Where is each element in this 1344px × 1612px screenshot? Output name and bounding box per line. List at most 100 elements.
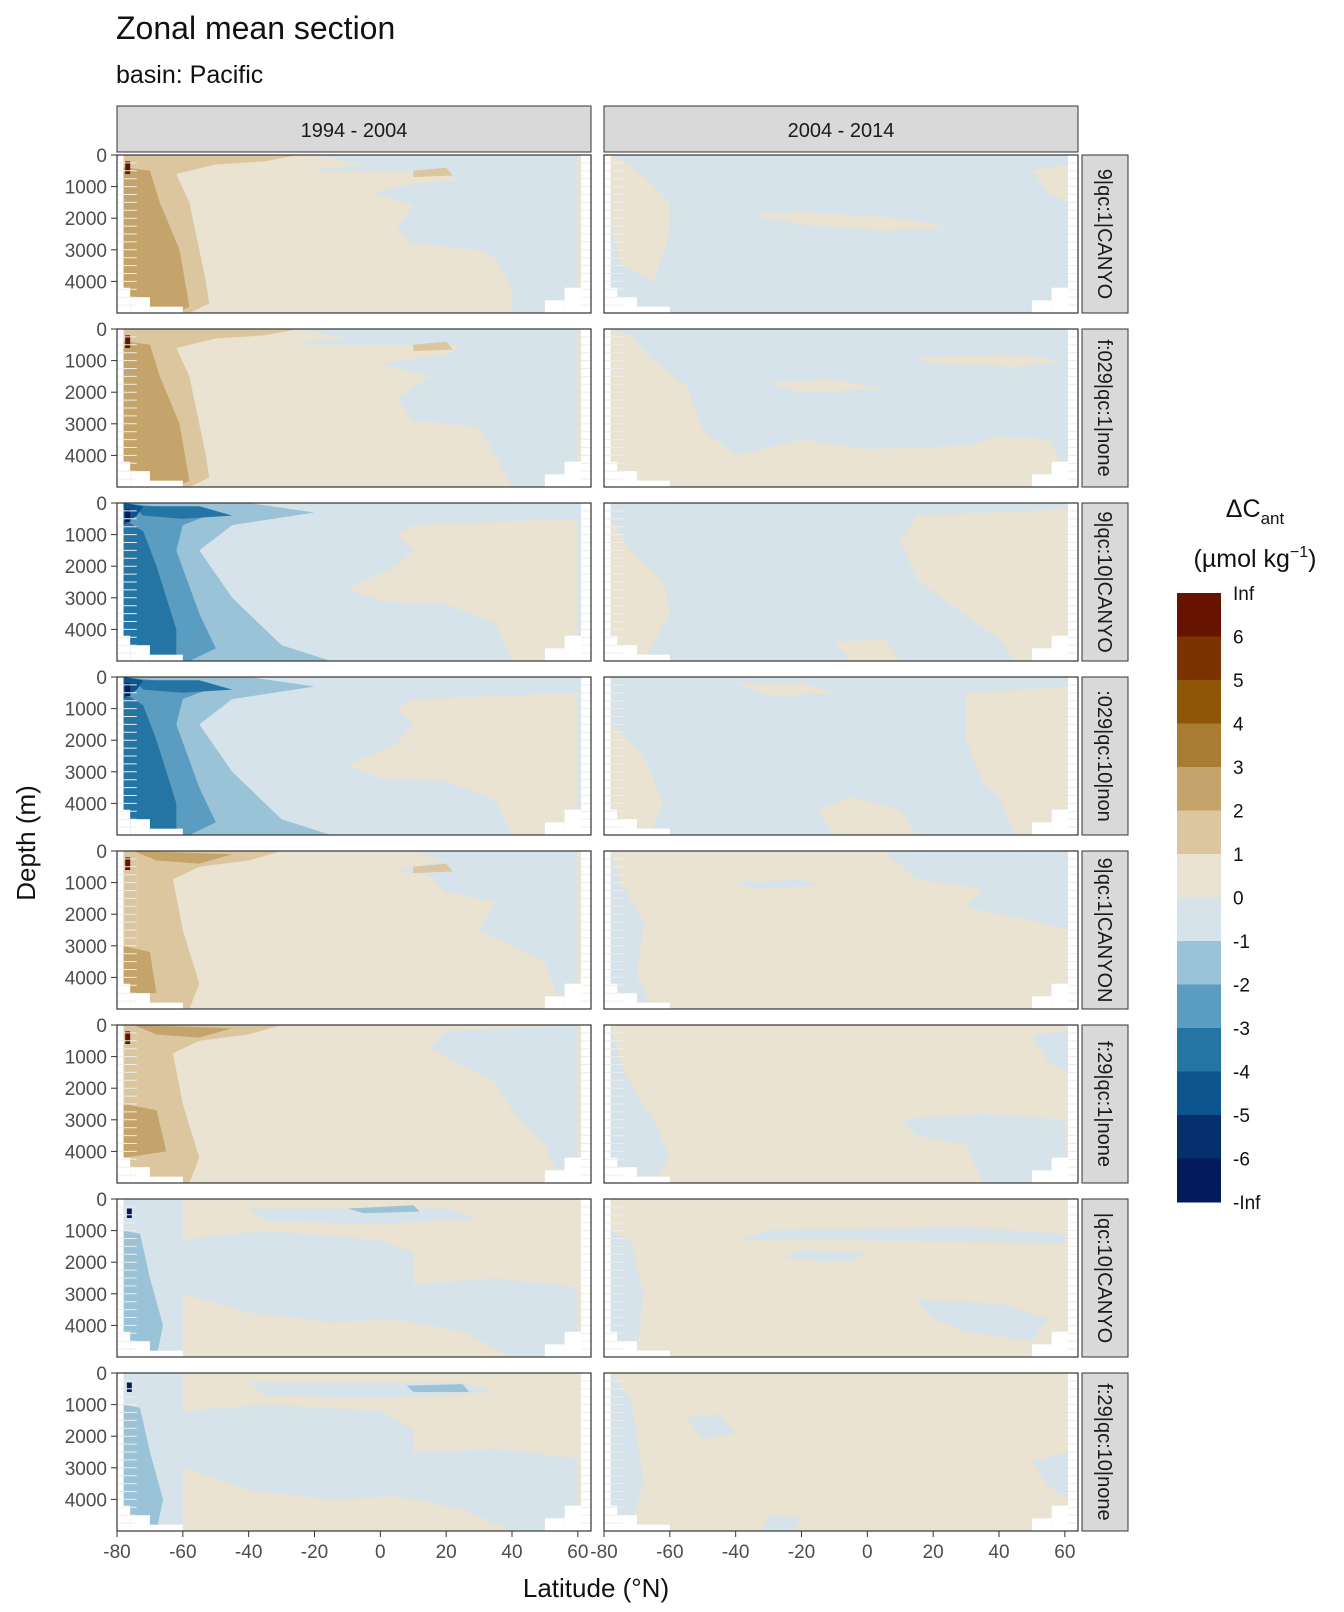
seafloor-mask xyxy=(1031,1518,1052,1531)
seafloor-mask xyxy=(617,645,637,661)
y-tick-label: 4000 xyxy=(65,1490,107,1511)
seafloor-mask xyxy=(130,993,150,1009)
seafloor-mask xyxy=(544,822,565,835)
row-strip-label: f:29|qc:1|none xyxy=(1093,1041,1115,1167)
y-tick-label: 1000 xyxy=(65,526,107,547)
row-strip-label: 9|qc:1|CANYON xyxy=(1093,858,1115,1003)
contour-band xyxy=(133,680,233,693)
y-tick-label: 3000 xyxy=(65,763,107,784)
contour-band xyxy=(1031,164,1069,203)
x-tick-label: -40 xyxy=(722,1542,749,1563)
x-tick-label: 20 xyxy=(436,1542,457,1563)
seafloor-mask xyxy=(130,819,150,835)
y-tick-label: 1000 xyxy=(65,178,107,199)
contour-band xyxy=(762,1515,802,1531)
contour-band xyxy=(347,692,578,835)
seafloor-mask xyxy=(1031,1344,1052,1357)
seafloor-mask xyxy=(130,1515,150,1531)
legend-label: -4 xyxy=(1233,1063,1250,1084)
seafloor-mask xyxy=(117,461,131,487)
legend-label: 6 xyxy=(1233,628,1244,649)
seafloor-mask xyxy=(544,300,565,313)
x-tick-label: 0 xyxy=(375,1542,386,1563)
seafloor-mask xyxy=(117,635,131,661)
contour-band xyxy=(123,1104,167,1158)
seafloor-mask xyxy=(1051,287,1069,313)
seafloor-mask xyxy=(544,1170,565,1183)
facet-panel xyxy=(116,1024,592,1184)
panel-border xyxy=(603,502,1079,662)
facet-panel xyxy=(116,1198,592,1358)
y-tick-label: 0 xyxy=(96,1364,107,1385)
facet-panel xyxy=(603,676,1079,836)
contour-band xyxy=(610,1230,644,1351)
legend-swatch xyxy=(1177,593,1221,637)
contour-band xyxy=(610,518,670,661)
x-tick-label: -20 xyxy=(788,1542,815,1563)
contour-band xyxy=(133,851,233,864)
column-strip-label: 2004 - 2014 xyxy=(788,120,895,142)
row-strip-label: 9|qc:10|CANYO xyxy=(1093,511,1115,653)
panel-border xyxy=(603,850,1079,1010)
legend-label: 2 xyxy=(1233,802,1244,823)
contour-band xyxy=(818,797,917,835)
seafloor-mask xyxy=(1051,1505,1069,1531)
contour-band xyxy=(1031,1452,1069,1500)
legend-label: 3 xyxy=(1233,758,1244,779)
seafloor-mask xyxy=(117,809,131,835)
legend-label: -Inf xyxy=(1233,1193,1261,1214)
contour-band xyxy=(413,341,453,352)
seafloor-mask xyxy=(564,1505,582,1531)
seafloor-mask xyxy=(564,461,582,487)
seafloor-mask xyxy=(1051,1157,1069,1183)
legend-swatch xyxy=(1177,1071,1221,1116)
seafloor-mask xyxy=(117,1157,131,1183)
panel-border xyxy=(116,850,592,1010)
x-tick-label: 40 xyxy=(988,1542,1009,1563)
seafloor-mask xyxy=(617,297,637,313)
contour-band xyxy=(123,851,282,1009)
y-tick-label: 2000 xyxy=(65,383,107,404)
seafloor-mask xyxy=(604,461,618,487)
seafloor-mask xyxy=(1051,983,1069,1009)
seafloor-mask xyxy=(617,1515,637,1531)
contour-band xyxy=(126,1382,132,1392)
facet-panel xyxy=(116,676,592,836)
row-strip-label: :029|qc:10|non xyxy=(1093,690,1115,822)
x-tick-label: -80 xyxy=(103,1542,130,1563)
facet-panel xyxy=(603,1372,1079,1532)
y-tick-label: 1000 xyxy=(65,352,107,373)
facet-panel xyxy=(116,154,592,314)
y-tick-label: 2000 xyxy=(65,1427,107,1448)
seafloor-mask xyxy=(544,648,565,661)
seafloor-mask xyxy=(149,306,183,313)
seafloor-mask xyxy=(1031,822,1052,835)
y-tick-label: 3000 xyxy=(65,415,107,436)
seafloor-mask xyxy=(564,1157,582,1183)
row-strip-label: |qc:10|CANYO xyxy=(1093,1213,1115,1343)
seafloor-mask xyxy=(1031,1170,1052,1183)
row-strip xyxy=(1081,1024,1129,1184)
legend-swatch xyxy=(1177,984,1221,1029)
seafloor-mask xyxy=(130,297,150,313)
contour-band xyxy=(916,354,1065,367)
legend-label: -3 xyxy=(1233,1019,1250,1040)
panel-border xyxy=(116,676,592,836)
x-tick-label: -40 xyxy=(235,1542,262,1563)
y-tick-label: 4000 xyxy=(65,272,107,293)
y-tick-label: 3000 xyxy=(65,937,107,958)
y-tick-label: 4000 xyxy=(65,620,107,641)
legend-swatch xyxy=(1177,941,1221,985)
seafloor-mask xyxy=(1031,300,1052,313)
seafloor-mask xyxy=(149,1350,183,1357)
y-tick-label: 2000 xyxy=(65,1079,107,1100)
contour-band xyxy=(752,211,950,231)
panel-border xyxy=(116,1372,592,1532)
contour-band xyxy=(123,518,177,661)
contour-band xyxy=(406,1384,470,1392)
seafloor-mask xyxy=(564,809,582,835)
seafloor-mask xyxy=(1031,474,1052,487)
x-tick-label: 0 xyxy=(862,1542,873,1563)
seafloor-mask xyxy=(1051,635,1069,661)
y-tick-label: 4000 xyxy=(65,794,107,815)
